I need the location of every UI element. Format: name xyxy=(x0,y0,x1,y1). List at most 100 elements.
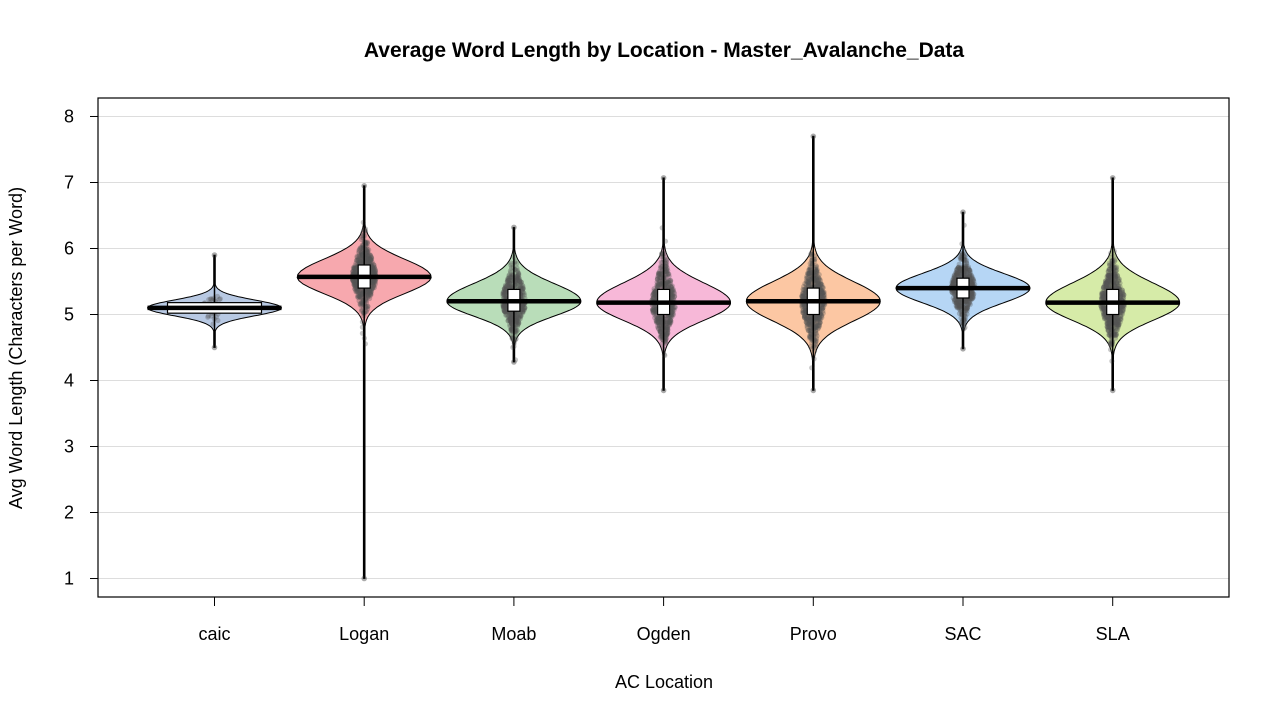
data-point xyxy=(650,306,656,312)
data-point xyxy=(352,263,358,269)
data-point xyxy=(368,257,374,263)
data-point xyxy=(964,305,970,311)
data-point xyxy=(806,321,812,327)
data-point xyxy=(351,281,357,287)
data-point xyxy=(365,249,371,255)
violins xyxy=(147,133,1181,582)
data-point xyxy=(1106,316,1112,322)
data-point xyxy=(668,320,674,326)
data-point xyxy=(965,265,971,272)
data-point xyxy=(517,280,523,286)
data-point xyxy=(506,279,512,286)
data-point xyxy=(655,284,661,290)
data-point xyxy=(1106,332,1112,338)
data-point xyxy=(500,291,506,297)
data-point xyxy=(654,276,661,282)
data-point xyxy=(816,316,822,322)
data-point xyxy=(669,314,675,320)
data-point xyxy=(357,253,364,259)
data-point xyxy=(507,311,513,317)
data-point xyxy=(359,252,365,258)
data-point xyxy=(668,318,674,324)
data-point xyxy=(513,277,520,283)
x-tick-label: Logan xyxy=(339,624,389,644)
data-point xyxy=(1105,321,1111,327)
data-point xyxy=(358,259,364,265)
data-point xyxy=(815,314,822,321)
data-point xyxy=(813,281,819,287)
data-point xyxy=(954,267,960,273)
data-point xyxy=(815,319,821,325)
x-tick-label: Provo xyxy=(790,624,837,644)
data-point xyxy=(1104,317,1110,323)
data-point xyxy=(799,293,805,300)
data-point xyxy=(666,316,672,322)
data-point xyxy=(509,319,515,325)
data-point xyxy=(814,277,820,283)
data-point xyxy=(820,305,826,311)
data-point xyxy=(1105,275,1111,281)
data-point xyxy=(1107,278,1113,284)
data-point xyxy=(1107,262,1113,268)
data-point xyxy=(808,282,814,288)
data-point xyxy=(352,282,358,288)
data-point xyxy=(821,289,827,295)
data-point xyxy=(506,277,512,283)
data-point xyxy=(1102,308,1108,314)
data-point xyxy=(657,328,663,335)
data-point xyxy=(1105,275,1112,282)
data-point xyxy=(949,280,956,286)
data-point xyxy=(656,271,663,277)
data-point xyxy=(815,281,821,287)
data-point xyxy=(516,270,522,276)
data-point xyxy=(967,270,974,276)
data-point xyxy=(1118,313,1124,319)
data-point xyxy=(964,261,970,267)
data-point xyxy=(658,271,664,277)
y-tick-label: 6 xyxy=(64,238,74,258)
data-point xyxy=(814,275,820,281)
data-point xyxy=(816,323,823,329)
data-point xyxy=(663,274,669,280)
data-point xyxy=(669,283,675,289)
data-point xyxy=(370,280,376,286)
data-point xyxy=(1112,278,1118,284)
data-point xyxy=(655,319,662,325)
data-point xyxy=(1115,273,1121,279)
data-point xyxy=(515,277,521,283)
data-point xyxy=(1113,327,1119,334)
data-point xyxy=(963,265,969,271)
data-point xyxy=(364,248,370,254)
data-point xyxy=(356,250,362,256)
data-point xyxy=(1105,268,1112,274)
data-point xyxy=(1107,273,1114,280)
data-point xyxy=(813,275,819,281)
data-point xyxy=(966,267,973,273)
data-point xyxy=(1102,305,1108,311)
data-point xyxy=(1106,276,1112,282)
data-point xyxy=(520,308,526,314)
data-point xyxy=(1101,306,1107,312)
data-point xyxy=(359,250,365,256)
data-point xyxy=(519,309,526,315)
data-point xyxy=(968,291,974,297)
data-point xyxy=(353,285,359,291)
data-point xyxy=(358,292,364,298)
data-point xyxy=(819,305,825,311)
data-point xyxy=(814,268,820,274)
data-point xyxy=(508,260,514,266)
data-point xyxy=(1119,310,1125,316)
data-point xyxy=(1117,280,1123,286)
data-point xyxy=(508,316,514,322)
data-point xyxy=(813,331,820,337)
data-point xyxy=(357,246,363,252)
data-point xyxy=(813,328,819,334)
data-point xyxy=(963,268,969,274)
data-point xyxy=(1103,279,1109,285)
data-point xyxy=(819,302,826,308)
y-tick-label: 4 xyxy=(64,371,74,391)
data-point xyxy=(967,299,973,305)
data-point xyxy=(663,262,669,268)
data-point xyxy=(807,327,813,333)
data-point xyxy=(363,250,369,257)
